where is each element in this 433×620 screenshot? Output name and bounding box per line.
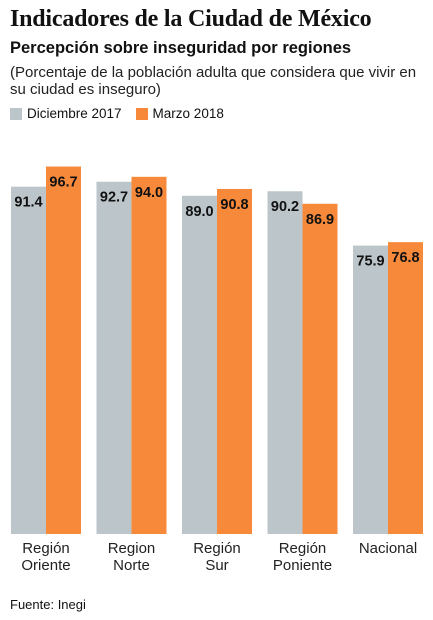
bar-region-poniente-mar-2018 xyxy=(302,203,338,534)
legend-label-dic-2017: Diciembre 2017 xyxy=(27,106,122,121)
bar-region-poniente-dic-2017 xyxy=(267,191,303,535)
value-label-region-oriente-mar-2018: 96.7 xyxy=(49,175,77,191)
legend-swatch-dic-2017 xyxy=(10,107,22,120)
bar-nacional-mar-2018 xyxy=(388,242,423,534)
chart-note: (Porcentaje de la población adulta que c… xyxy=(10,64,417,98)
bar-region-norte-mar-2018 xyxy=(131,176,167,535)
bar-region-sur-dic-2017 xyxy=(182,195,217,535)
chart-subtitle: Percepción sobre inseguridad por regione… xyxy=(10,39,352,57)
legend: Diciembre 2017 Marzo 2018 xyxy=(10,106,238,121)
value-label-region-poniente-dic-2017: 90.2 xyxy=(271,199,299,215)
value-label-region-norte-mar-2018: 94.0 xyxy=(135,185,163,201)
bar-region-sur-mar-2018 xyxy=(217,188,252,534)
category-label-nacional: Nacional xyxy=(359,540,417,557)
category-label-region-sur: Región Sur xyxy=(193,540,241,574)
value-label-nacional-mar-2018: 76.8 xyxy=(391,250,419,266)
legend-swatch-mar-2018 xyxy=(135,107,148,120)
legend-item-mar-2018: Marzo 2018 xyxy=(135,106,224,121)
legend-label-mar-2018: Marzo 2018 xyxy=(152,106,224,121)
bar-region-oriente-dic-2017 xyxy=(11,186,46,534)
value-label-region-norte-dic-2017: 92.7 xyxy=(100,190,128,206)
value-label-region-sur-mar-2018: 90.8 xyxy=(220,197,248,213)
category-label-region-oriente: Región Oriente xyxy=(21,540,70,574)
value-label-region-oriente-dic-2017: 91.4 xyxy=(14,195,42,211)
source-note: Fuente: Inegi xyxy=(10,597,86,612)
bar-region-oriente-mar-2018 xyxy=(46,166,81,535)
value-label-nacional-dic-2017: 75.9 xyxy=(356,254,384,270)
bar-nacional-dic-2017 xyxy=(353,245,388,534)
legend-item-dic-2017: Diciembre 2017 xyxy=(10,106,122,121)
category-label-region-norte: Region Norte xyxy=(108,540,156,574)
chart-title: Indicadores de la Ciudad de México xyxy=(10,6,372,32)
value-label-region-poniente-mar-2018: 86.9 xyxy=(306,212,334,228)
bar-region-norte-dic-2017 xyxy=(96,181,132,535)
category-label-region-poniente: Región Poniente xyxy=(273,540,332,574)
value-label-region-sur-dic-2017: 89.0 xyxy=(185,204,213,220)
